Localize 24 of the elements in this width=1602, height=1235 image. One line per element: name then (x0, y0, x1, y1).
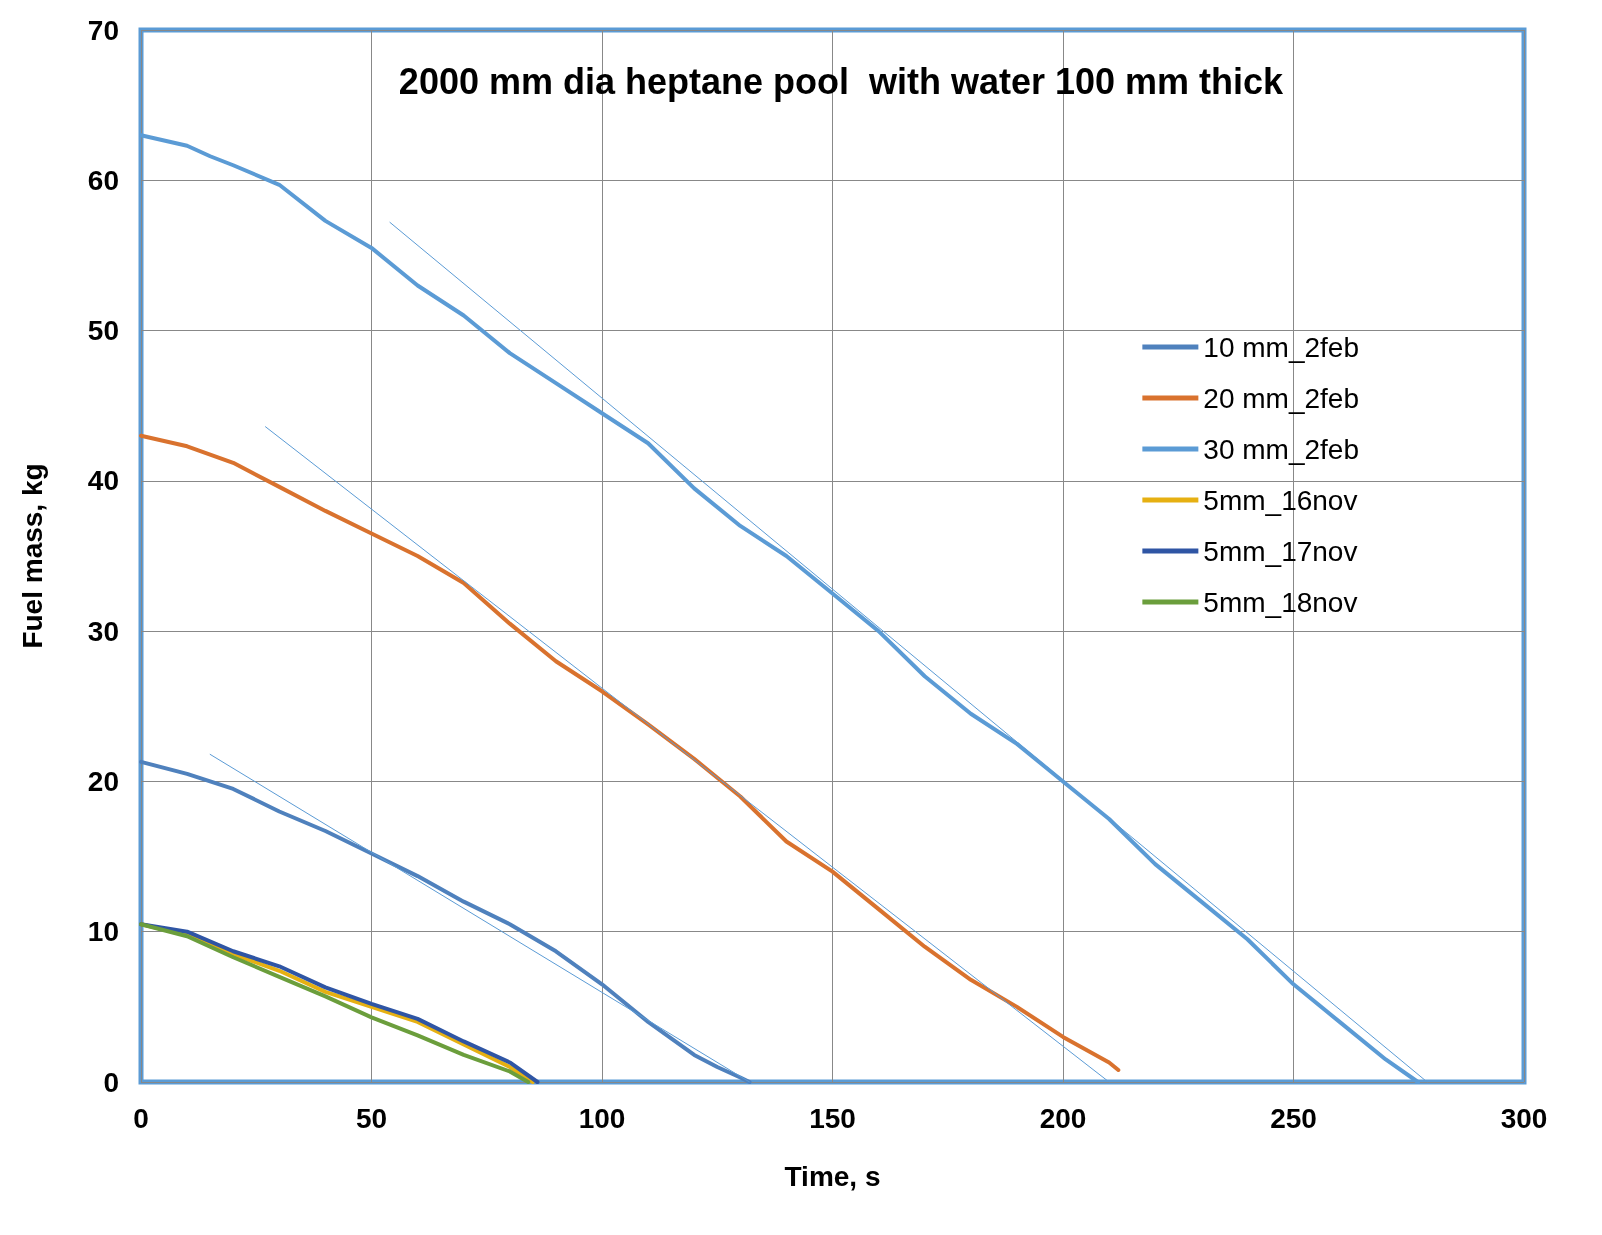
legend-label: 5mm_18nov (1203, 586, 1358, 618)
y-tick-label: 70 (87, 14, 119, 46)
legend-label: 10 mm_2feb (1203, 331, 1359, 363)
y-tick-label: 20 (87, 765, 119, 797)
y-tick-label: 50 (87, 315, 119, 347)
y-tick-label: 60 (87, 164, 119, 196)
x-tick-label: 50 (355, 1102, 388, 1134)
x-tick-label: 0 (133, 1102, 149, 1134)
x-tick-label: 300 (1500, 1102, 1548, 1134)
legend-label: 30 mm_2feb (1203, 433, 1359, 465)
y-tick-label: 40 (87, 465, 119, 497)
text: 2000 mm dia heptane pool with water 100 mm thick (398, 60, 1285, 102)
x-tick-label: 200 (1039, 1102, 1087, 1134)
x-axis-title: Time, s (784, 1160, 881, 1192)
x-tick-label: 100 (578, 1102, 626, 1134)
legend-label: 5mm_16nov (1203, 484, 1358, 516)
y-tick-label: 0 (103, 1066, 119, 1098)
y-tick-label: 10 (87, 916, 119, 948)
y-tick-label: 30 (87, 615, 119, 647)
x-tick-label: 250 (1270, 1102, 1317, 1134)
legend-label: 5mm_17nov (1203, 535, 1358, 567)
legend-label: 20 mm_2feb (1203, 382, 1359, 414)
x-tick-label: 150 (809, 1102, 856, 1134)
y-axis-title: Fuel mass, kg (16, 463, 48, 649)
